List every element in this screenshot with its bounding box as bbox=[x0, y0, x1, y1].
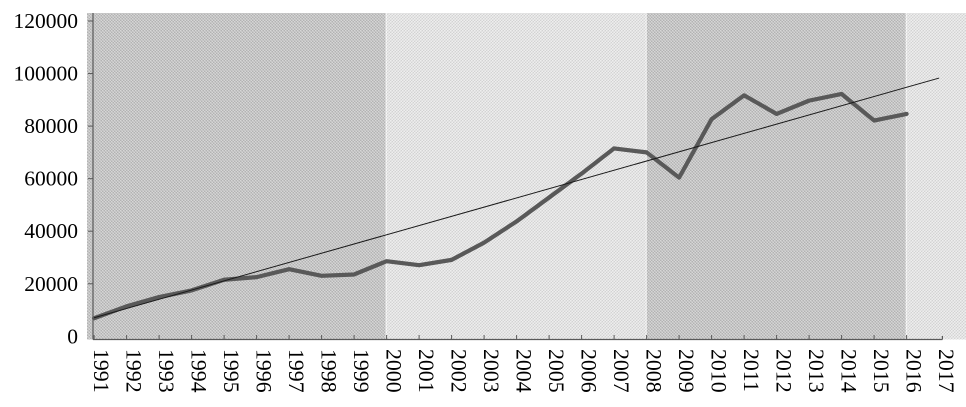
svg-text:2016: 2016 bbox=[902, 349, 926, 393]
svg-text:2002: 2002 bbox=[447, 349, 471, 393]
svg-text:2009: 2009 bbox=[674, 349, 698, 393]
svg-text:1994: 1994 bbox=[187, 349, 211, 393]
svg-text:2005: 2005 bbox=[544, 349, 568, 393]
svg-text:2013: 2013 bbox=[804, 349, 828, 393]
svg-text:2017: 2017 bbox=[934, 349, 958, 393]
svg-text:0: 0 bbox=[67, 324, 78, 348]
svg-text:1997: 1997 bbox=[284, 349, 308, 393]
svg-text:1996: 1996 bbox=[252, 349, 276, 393]
svg-text:1998: 1998 bbox=[317, 349, 341, 393]
svg-text:2006: 2006 bbox=[577, 349, 601, 393]
svg-text:1995: 1995 bbox=[219, 349, 243, 393]
svg-text:2001: 2001 bbox=[414, 349, 438, 393]
svg-text:2003: 2003 bbox=[479, 349, 503, 393]
svg-text:1993: 1993 bbox=[154, 349, 178, 393]
svg-text:20000: 20000 bbox=[24, 272, 78, 296]
svg-text:100000: 100000 bbox=[14, 62, 79, 86]
svg-text:2011: 2011 bbox=[739, 349, 763, 392]
svg-text:1992: 1992 bbox=[122, 349, 146, 393]
svg-text:1999: 1999 bbox=[349, 349, 373, 393]
svg-text:2012: 2012 bbox=[772, 349, 796, 393]
svg-text:120000: 120000 bbox=[14, 9, 79, 33]
svg-text:1991: 1991 bbox=[89, 349, 113, 393]
svg-text:2007: 2007 bbox=[609, 349, 633, 393]
svg-text:2004: 2004 bbox=[512, 349, 536, 393]
svg-text:40000: 40000 bbox=[24, 219, 78, 243]
svg-text:2008: 2008 bbox=[642, 349, 666, 393]
svg-text:2014: 2014 bbox=[837, 349, 861, 393]
svg-text:60000: 60000 bbox=[24, 167, 78, 191]
svg-text:2015: 2015 bbox=[869, 349, 893, 393]
svg-text:2000: 2000 bbox=[382, 349, 406, 393]
svg-text:80000: 80000 bbox=[24, 114, 78, 138]
svg-text:2010: 2010 bbox=[707, 349, 731, 393]
